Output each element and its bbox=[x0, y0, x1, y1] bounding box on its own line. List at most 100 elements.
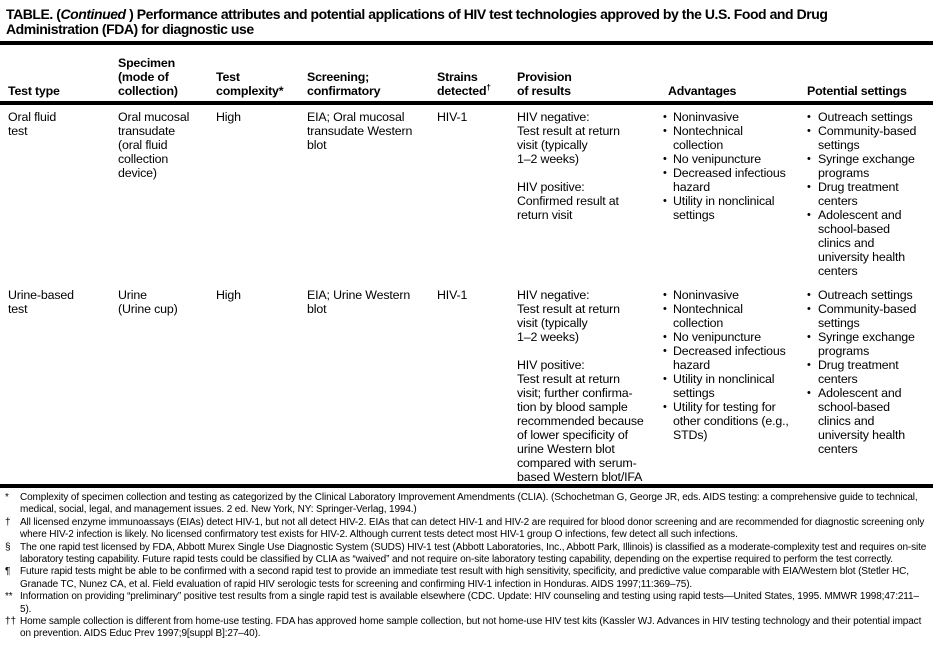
bullet-icon: • bbox=[663, 153, 667, 165]
bullet-icon: • bbox=[663, 111, 667, 123]
header-divider-rule bbox=[0, 101, 933, 105]
footnote-marker: ¶ bbox=[5, 566, 11, 578]
cell-provision: HIV negative: Test result at return visi… bbox=[517, 110, 620, 222]
bullet-icon: • bbox=[663, 373, 667, 385]
cell-complexity: High bbox=[216, 288, 241, 302]
bullet-icon: • bbox=[663, 345, 667, 357]
bullet-list-item: • Noninvasive bbox=[663, 110, 805, 124]
cell-settings-list: • Outreach settings • Community-based setti… bbox=[807, 110, 933, 288]
bullet-item-text: Nontechnical collection bbox=[673, 124, 743, 152]
bullet-icon: • bbox=[807, 303, 811, 315]
bullet-list-item: • Utility in nonclinical settings bbox=[663, 194, 805, 222]
bullet-list-item: • Community-based settings bbox=[807, 302, 931, 330]
table-row-urine-based-test: Urine-based test Urine (Urine cup) High … bbox=[0, 288, 933, 484]
cell-advantages-list: • Noninvasive • Nontechnical collection • No … bbox=[663, 110, 807, 288]
bullet-icon: • bbox=[663, 289, 667, 301]
bullet-item-text: Noninvasive bbox=[673, 110, 739, 124]
footnote-rapid-test: § The one rapid test licensed by FDA, Ab… bbox=[3, 542, 928, 567]
bullet-list-item: • No venipuncture bbox=[663, 152, 805, 166]
footnote-complexity: * Complexity of specimen collection and … bbox=[3, 492, 928, 517]
footnote-marker: †† bbox=[5, 616, 16, 628]
bullet-item-text: No venipuncture bbox=[673, 152, 761, 166]
cell-specimen: Oral mucosal transudate (oral fluid coll… bbox=[118, 110, 190, 180]
cell-advantages-list: • Noninvasive • Nontechnical collection • No … bbox=[663, 288, 807, 484]
column-header-advantages: Advantages bbox=[668, 84, 737, 98]
column-header-specimen: Specimen (mode of collection) bbox=[118, 56, 178, 98]
bullet-list-item: • Drug treatment centers bbox=[807, 358, 931, 386]
footnote-text: The one rapid test licensed by FDA, Abbo… bbox=[20, 541, 927, 566]
table-bottom-rule bbox=[0, 484, 933, 488]
bullet-icon: • bbox=[807, 331, 811, 343]
column-header-test-type: Test type bbox=[8, 84, 60, 98]
bullet-icon: • bbox=[663, 303, 667, 315]
cell-strains: HIV-1 bbox=[437, 110, 468, 124]
bullet-item-text: Drug treatment centers bbox=[818, 180, 899, 208]
bullet-list-item: • Nontechnical collection bbox=[663, 302, 805, 330]
title-continued-label: Continued bbox=[60, 6, 126, 22]
cell-test-type: Urine-based test bbox=[8, 288, 74, 316]
bullet-icon: • bbox=[663, 401, 667, 413]
bullet-item-text: Decreased infectious hazard bbox=[673, 166, 786, 194]
bullet-list-item: • Nontechnical collection bbox=[663, 124, 805, 152]
table-row-oral-fluid-test: Oral fluid test Oral mucosal transudate … bbox=[0, 105, 933, 288]
table-title-line-1: TABLE. (Continued ) Performance attribut… bbox=[6, 7, 927, 22]
bullet-icon: • bbox=[663, 195, 667, 207]
footnote-future-rapid-tests: ¶ Future rapid tests might be able to be… bbox=[3, 566, 928, 591]
bullet-item-text: Adolescent and school-based clinics and … bbox=[818, 386, 905, 456]
column-header-settings: Potential settings bbox=[807, 84, 907, 98]
footnote-text: Home sample collection is different from… bbox=[20, 616, 922, 640]
strains-label: Strains detected bbox=[437, 70, 487, 98]
table-title: TABLE. (Continued ) Performance attribut… bbox=[0, 0, 933, 37]
bullet-item-text: Utility for testing for other conditions… bbox=[673, 400, 789, 442]
bullet-list-item: • Community-based settings bbox=[807, 124, 931, 152]
bullet-item-text: Noninvasive bbox=[673, 288, 739, 302]
bullet-list-item: • Decreased infectious hazard bbox=[663, 166, 805, 194]
bullet-icon: • bbox=[807, 153, 811, 165]
bullet-item-text: Drug treatment centers bbox=[818, 358, 899, 386]
bullet-item-text: Outreach settings bbox=[818, 110, 913, 124]
column-header-screening: Screening; confirmatory bbox=[307, 70, 381, 98]
bullet-list-item: • Outreach settings bbox=[807, 288, 931, 302]
footnote-home-sample: †† Home sample collection is different f… bbox=[3, 616, 928, 641]
cell-complexity: High bbox=[216, 110, 241, 124]
cell-test-type: Oral fluid test bbox=[8, 110, 57, 138]
bullet-list-item: • Drug treatment centers bbox=[807, 180, 931, 208]
bullet-list-item: • Decreased infectious hazard bbox=[663, 344, 805, 372]
bullet-list-item: • Utility for testing for other condition… bbox=[663, 400, 805, 442]
bullet-item-text: Outreach settings bbox=[818, 288, 913, 302]
footnote-text: Information on providing “preliminary” p… bbox=[20, 591, 919, 615]
bullet-icon: • bbox=[807, 181, 811, 193]
bullet-icon: • bbox=[807, 359, 811, 371]
footnote-text: Complexity of specimen collection and te… bbox=[20, 492, 918, 516]
title-text: ) Performance attributes and potential a… bbox=[125, 6, 828, 22]
footnote-marker: § bbox=[5, 541, 11, 553]
bullet-item-text: Nontechnical collection bbox=[673, 302, 743, 330]
bullet-item-text: Decreased infectious hazard bbox=[673, 344, 786, 372]
footnote-strains: † All licensed enzyme immunoassays (EIAs… bbox=[3, 517, 928, 542]
footnote-marker: † bbox=[5, 516, 11, 528]
bullet-list-item: • Utility in nonclinical settings bbox=[663, 372, 805, 400]
title-divider-rule bbox=[0, 41, 933, 45]
dagger-footnote-marker: † bbox=[486, 82, 491, 92]
bullet-list-item: • Syringe exchange programs bbox=[807, 330, 931, 358]
bullet-list-item: • Adolescent and school-based clinics and… bbox=[807, 386, 931, 456]
footnotes-section: * Complexity of specimen collection and … bbox=[0, 488, 933, 641]
footnote-preliminary-results: ** Information on providing “preliminary… bbox=[3, 591, 928, 616]
bullet-item-text: Syringe exchange programs bbox=[818, 152, 915, 180]
table-title-line-2: Administration (FDA) for diagnostic use bbox=[6, 21, 254, 37]
bullet-icon: • bbox=[807, 125, 811, 137]
bullet-item-text: Utility in nonclinical settings bbox=[673, 372, 775, 400]
cell-settings-list: • Outreach settings • Community-based setti… bbox=[807, 288, 933, 484]
table-header-row: Test type Specimen (mode of collection) … bbox=[0, 45, 933, 101]
column-header-strains: Strains detected† bbox=[437, 70, 517, 98]
bullet-icon: • bbox=[807, 111, 811, 123]
bullet-icon: • bbox=[663, 125, 667, 137]
bullet-icon: • bbox=[807, 209, 811, 221]
cell-strains: HIV-1 bbox=[437, 288, 468, 302]
column-header-complexity: Test complexity* bbox=[216, 70, 284, 98]
bullet-item-text: Utility in nonclinical settings bbox=[673, 194, 775, 222]
cell-screening: EIA; Urine Western blot bbox=[307, 288, 411, 316]
footnote-marker: * bbox=[5, 492, 9, 503]
bullet-list-item: • Adolescent and school-based clinics and… bbox=[807, 208, 931, 278]
bullet-icon: • bbox=[663, 331, 667, 343]
